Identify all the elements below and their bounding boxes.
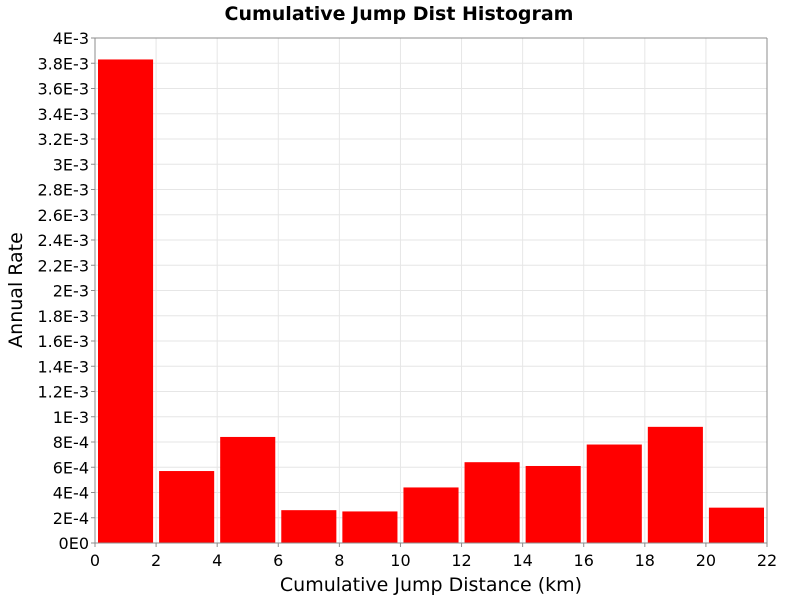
x-tick-label: 22 <box>757 551 777 570</box>
x-tick-label: 14 <box>512 551 532 570</box>
histogram-bar <box>342 511 398 543</box>
y-tick-label: 3.2E-3 <box>37 130 89 149</box>
x-tick-label: 0 <box>90 551 100 570</box>
chart-title: Cumulative Jump Dist Histogram <box>225 3 574 25</box>
histogram-bar <box>464 462 520 543</box>
x-tick-label: 6 <box>273 551 283 570</box>
y-tick-label: 6E-4 <box>53 458 89 477</box>
y-tick-label: 0E0 <box>59 534 89 553</box>
y-tick-labels: 0E0 2E-4 4E-4 6E-4 8E-4 1E-3 1.2E-3 1.4E-3 1.6E-… <box>37 29 89 553</box>
histogram-bar <box>647 426 703 543</box>
x-tick-label: 12 <box>451 551 471 570</box>
x-tick-label: 18 <box>635 551 655 570</box>
y-tick-label: 2.6E-3 <box>37 206 89 225</box>
y-tick-label: 3.8E-3 <box>37 54 89 73</box>
y-axis-label: Annual Rate <box>5 232 27 348</box>
x-tick-label: 20 <box>696 551 716 570</box>
x-tick-label: 2 <box>151 551 161 570</box>
axes <box>91 37 768 547</box>
y-tick-label: 4E-3 <box>53 29 89 48</box>
histogram-bar <box>98 59 154 544</box>
x-tick-label: 16 <box>574 551 594 570</box>
y-tick-label: 3E-3 <box>53 155 89 174</box>
x-tick-labels: 0 2 4 6 8 10 12 14 16 18 20 22 <box>90 551 777 570</box>
y-tick-label: 1.6E-3 <box>37 332 89 351</box>
x-tick-label: 8 <box>334 551 344 570</box>
histogram-bar <box>525 465 581 543</box>
y-tick-label: 2.8E-3 <box>37 181 89 200</box>
y-tick-label: 1E-3 <box>53 408 89 427</box>
y-tick-label: 2E-3 <box>53 282 89 301</box>
y-tick-label: 3.4E-3 <box>37 105 89 124</box>
y-tick-label: 4E-4 <box>53 484 89 503</box>
y-tick-label: 2E-4 <box>53 509 89 528</box>
x-tick-label: 10 <box>390 551 410 570</box>
histogram-bar <box>281 510 337 543</box>
y-tick-label: 3.6E-3 <box>37 80 89 99</box>
y-tick-label: 1.2E-3 <box>37 383 89 402</box>
histogram-bar <box>159 471 215 543</box>
histogram-bar <box>403 487 459 543</box>
x-tick-label: 4 <box>212 551 222 570</box>
y-tick-label: 2.4E-3 <box>37 231 89 250</box>
histogram-bar <box>220 436 276 543</box>
y-tick-label: 8E-4 <box>53 433 89 452</box>
y-tick-label: 1.4E-3 <box>37 357 89 376</box>
histogram-bar <box>708 507 764 543</box>
y-tick-label: 2.2E-3 <box>37 256 89 275</box>
bars <box>98 59 764 544</box>
histogram-bar <box>586 444 642 543</box>
x-axis-label: Cumulative Jump Distance (km) <box>280 574 582 596</box>
y-tick-label: 1.8E-3 <box>37 307 89 326</box>
